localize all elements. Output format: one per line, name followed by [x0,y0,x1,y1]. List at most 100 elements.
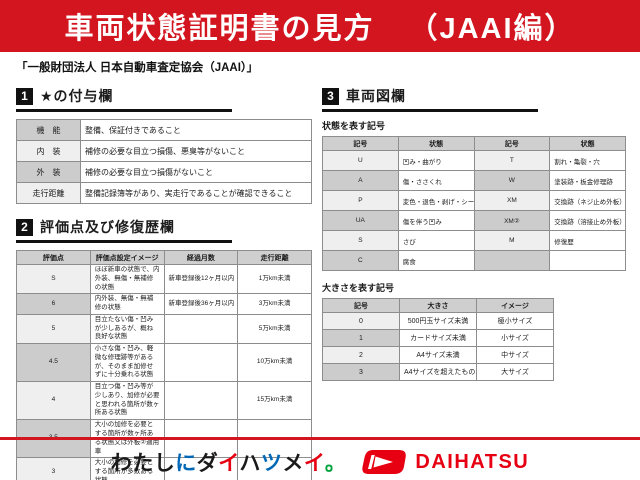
column-header: 状態 [397,136,475,151]
daihatsu-slogan: わたしにダイハツメイ。 [111,447,347,477]
section3-number-badge: 3 [322,87,339,105]
table-row: 機 能整備、保証付きであること [16,119,312,141]
table-cell: 変色・退色・剥げ・シール（テープ）跡 [397,190,475,211]
table-cell: 1万km未満 [237,263,312,295]
table-row: 内 装補修の必要な目立つ損傷、悪臭等がないこと [16,140,312,162]
footer-divider [0,437,640,440]
section2-header: 2 評価点及び修復歴欄 [16,217,232,243]
daihatsu-wordmark: DAIHATSU [415,450,530,473]
table-cell: 内外装、無傷・無補修の状態 [89,293,165,315]
table-cell: W [473,170,551,191]
star-criteria-table: 機 能整備、保証付きであること内 装補修の必要な目立つ損傷、悪臭等がないこと外 … [16,119,312,204]
table-row: 1 カードサイズ未満 小サイズ [322,329,554,347]
table-cell: 交換跡（ネジ止め外板） [549,190,626,211]
table-cell: M [473,230,551,251]
column-header: 大きさ [399,298,477,313]
table-cell: 機 能 [16,119,81,141]
table-row: P変色・退色・剥げ・シール（テープ）跡XM交換跡（ネジ止め外板） [322,190,626,211]
table-cell: U [322,150,399,171]
section1-number-badge: 1 [16,87,33,105]
table-cell: XM② [473,210,551,231]
table-cell: 3 [322,363,400,381]
state-symbols-table: 記号 状態 記号 状態 U 凹み・曲がり T 割れ・亀裂・穴 A 傷・ささくれ W 塗装跡・板金修理跡… [322,136,626,271]
column-header: 記号 [322,298,400,313]
table-cell: A4サイズ未満 [399,346,477,364]
table-cell: 5 [16,313,91,345]
table-row: 3 A4サイズを超えたもの 大サイズ [322,363,554,381]
table-cell: XM [473,190,551,211]
table-grid: 評価点 評価点設定イメージ 経過月数 走行距離 S ほぼ新車の状態で、内外装、無傷・無補修… [16,250,312,480]
table-row: U 凹み・曲がり T 割れ・亀裂・穴 [322,150,626,171]
slogan-char: し [153,452,176,475]
slogan-char: わ [110,452,133,475]
table-cell: A [322,170,399,191]
table-cell: UA [322,210,399,231]
table-row: C 腐食 [322,250,626,271]
section2-title: 評価点及び修復歴欄 [40,219,175,235]
table-cell: 大サイズ [476,363,554,381]
left-column: 1 ★の付与欄 機 能整備、保証付きであること内 装補修の必要な目立つ損傷、悪臭… [16,86,312,480]
table-grid: 記号 大きさ イメージ 0 500円玉サイズ未満 極小サイズ 1 カードサイズ未満 小サイズ 2 A… [322,298,554,381]
slogan-char: ハ [239,452,261,475]
table-cell: 新車登録後36ヶ月以内 [163,293,239,315]
table-cell: 凹み・曲がり [397,150,475,171]
table-row: S ほぼ新車の状態で、内外装、無傷・無補修の状態 新車登録後12ヶ月以内 1万km未満 [16,263,312,295]
table-cell: 6 [16,293,91,315]
daihatsu-emblem-icon [362,450,407,474]
slogan-char: イ [218,452,240,475]
table-cell: 10万km未満 [237,343,312,383]
table-cell: 目立たない傷・凹みが少しあるが、概ね良好な状態 [89,313,165,345]
page-title-edition: （JAAI編） [408,13,576,45]
column-header: 走行距離 [237,250,312,265]
table-row: 6 内外装、無傷・無補修の状態 新車登録後36ヶ月以内 3万km未満 [16,293,312,315]
column-header: 状態 [549,136,626,151]
slogan-char: ツ [260,452,283,475]
slogan-char: イ [303,452,325,475]
table-cell: 小サイズ [476,329,554,347]
column-header: イメージ [476,298,554,313]
table-cell: 新車登録後12ヶ月以内 [163,263,239,295]
table-cell [163,313,239,345]
slogan-char: に [175,452,197,475]
table-cell: さび [397,230,475,251]
table-cell: 0 [322,312,400,330]
table-cell [163,343,239,383]
slogan-char: メ [282,452,304,475]
table-cell: 4 [16,381,91,421]
table-cell: 修復歴 [549,230,626,251]
table-cell: 中サイズ [476,346,554,364]
table-cell: 補修の必要な目立つ損傷、悪臭等がないこと [80,140,312,162]
table-cell: 3 [16,457,91,480]
table-grid: 機 能整備、保証付きであること内 装補修の必要な目立つ損傷、悪臭等がないこと外 … [16,119,312,204]
table-cell: A4サイズを超えたもの [399,363,477,381]
table-cell [237,457,312,480]
slogan-char: た [132,452,154,475]
table-cell: 傷・ささくれ [397,170,475,191]
table-cell: 割れ・亀裂・穴 [549,150,626,171]
column-header: 記号 [473,136,551,151]
table-cell: 傷を伴う凹み [397,210,475,231]
table-grid: 記号 状態 記号 状態 U 凹み・曲がり T 割れ・亀裂・穴 A 傷・ささくれ W 塗装跡・板金修理跡… [322,136,626,271]
table-cell: 目立つ傷・凹み等が少しあり、加修が必要と思われる箇所が数ヶ所ある状態 [89,381,165,421]
association-subtitle: 「一般財団法人 日本自動車査定協会（JAAI）」 [16,62,259,74]
page-title: 車両状態証明書の見方 [64,13,375,45]
table-cell [163,381,239,421]
size-symbols-table: 記号 大きさ イメージ 0 500円玉サイズ未満 極小サイズ 1 カードサイズ未満 小サイズ 2 A… [322,298,554,381]
slogan-char: 。 [324,452,347,475]
size-symbols-caption: 大きさを表す記号 [322,283,395,293]
section3-header: 3 車両図欄 [322,86,538,112]
table-cell [549,250,626,271]
section3-title: 車両図欄 [346,88,406,104]
table-cell: 15万km未満 [237,381,312,421]
table-cell: 補修の必要な目立つ損傷がないこと [80,161,312,183]
evaluation-score-table: 評価点 評価点設定イメージ 経過月数 走行距離 S ほぼ新車の状態で、内外装、無傷・無補修… [16,250,312,480]
section1-header: 1 ★の付与欄 [16,86,232,112]
table-cell [473,250,551,271]
table-cell: 小さな傷・凹み、軽微な修理跡等があるが、そのまま加修せずに十分乗れる状態 [89,343,165,383]
table-cell: 3万km未満 [237,293,312,315]
table-row: A 傷・ささくれ W 塗装跡・板金修理跡 [322,170,626,191]
table-cell: 整備記録簿等があり、実走行であることが確認できること [80,182,312,204]
column-header: 評価点 [16,250,91,265]
table-row: 0 500円玉サイズ未満 極小サイズ [322,312,554,330]
section2-number-badge: 2 [16,218,33,236]
